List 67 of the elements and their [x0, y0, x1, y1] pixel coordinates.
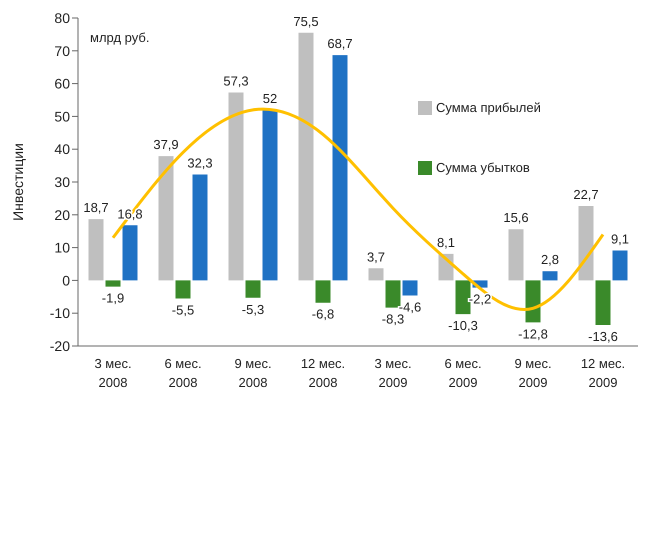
data-label: 3,7 [366, 249, 386, 264]
y-tick-label: 20 [54, 206, 70, 223]
bar [386, 280, 400, 308]
y-tick-label: -20 [50, 338, 70, 354]
bar [332, 55, 348, 280]
x-tick-label: 3 мес. 2009 [374, 356, 412, 390]
y-axis-title: Инвестиции [10, 143, 26, 221]
bar [456, 280, 470, 314]
data-label: 32,3 [187, 155, 213, 170]
data-label: 68,7 [327, 36, 353, 52]
y-tick-label: 0 [62, 272, 70, 288]
y-tick-label: 60 [54, 76, 70, 92]
x-tick-label: 12 мес. 2008 [300, 356, 346, 390]
x-tick-label: 12 мес. 2009 [580, 356, 626, 390]
data-label: 37,9 [153, 137, 179, 152]
data-label: -1,9 [102, 290, 124, 306]
y-tick-label: 40 [54, 141, 70, 158]
data-label: -10,3 [448, 318, 478, 334]
y-tick-label: 70 [54, 42, 70, 59]
bar [526, 280, 540, 322]
legend-label: Сумма убытков [436, 160, 530, 175]
y-tick-label: -10 [50, 305, 70, 322]
bar [158, 156, 174, 280]
data-label: 15,6 [503, 210, 529, 226]
x-tick-label: 6 мес. 2008 [164, 356, 202, 390]
data-label: -6,8 [312, 306, 334, 322]
data-label: 8,1 [436, 234, 456, 250]
bar [368, 268, 384, 280]
data-label: 18,7 [83, 200, 109, 216]
y-tick-label: 10 [54, 240, 70, 256]
bar [106, 280, 120, 287]
data-label: 52 [262, 90, 278, 106]
data-label: 75,5 [293, 14, 319, 29]
bar [402, 280, 418, 296]
data-label: -5,5 [172, 302, 194, 318]
data-label: -4,6 [398, 299, 422, 314]
x-tick-label: 3 мес. 2008 [94, 356, 132, 390]
bar [192, 174, 208, 280]
bar [298, 32, 314, 280]
data-label: -5,3 [242, 302, 264, 317]
bar [542, 271, 558, 280]
x-tick-label: 9 мес. 2009 [514, 356, 552, 390]
bar [508, 229, 524, 280]
bar [228, 92, 244, 280]
data-label: -12,8 [518, 326, 548, 342]
x-tick-label: 6 мес. 2009 [444, 356, 482, 390]
x-tick-label: 9 мес. 2008 [234, 356, 272, 390]
y-tick-label: 50 [54, 108, 70, 124]
bar [316, 280, 330, 303]
bar [262, 110, 278, 280]
bar [88, 219, 104, 280]
bar [246, 280, 260, 298]
data-label: 57,3 [223, 73, 249, 88]
bar [176, 280, 190, 298]
legend-label: Сумма прибылей [436, 100, 541, 115]
bar [596, 280, 610, 326]
data-label: 2,8 [540, 252, 560, 268]
y-tick-label: 30 [54, 174, 70, 190]
annotation: млрд руб. [90, 30, 150, 45]
bar [122, 225, 138, 280]
y-tick-label: 80 [54, 10, 70, 26]
data-label: -8,3 [382, 312, 404, 327]
data-label: 9,1 [610, 232, 630, 247]
bar [612, 250, 628, 280]
bar [578, 206, 594, 280]
data-label: -13,6 [588, 329, 618, 344]
data-label: 22,7 [573, 186, 599, 202]
